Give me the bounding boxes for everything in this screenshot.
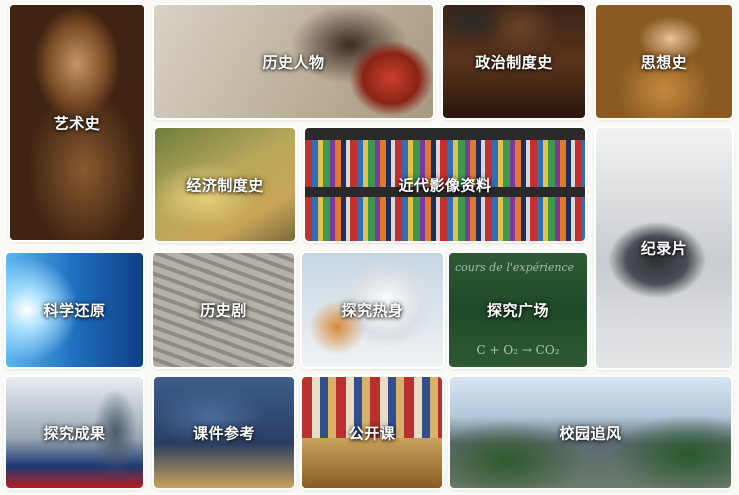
chalkboard-formula: C + O₂ → CO₂ [476,343,560,357]
tile-label: 思想史 [640,53,688,71]
tile-courseware[interactable]: 课件参考 [154,377,294,488]
tile-image [6,377,143,488]
tile-image: cours de l'expérience C + O₂ → CO₂ [449,253,587,367]
tile-label: 课件参考 [192,424,255,442]
tile-image [6,253,143,367]
tile-art-history[interactable]: 艺术史 [10,5,144,240]
tile-label: 公开课 [348,424,396,442]
tile-open-class[interactable]: 公开课 [302,377,442,488]
tile-label: 科学还原 [43,301,106,320]
tile-label: 艺术史 [53,114,101,132]
tile-economic-system[interactable]: 经济制度史 [155,128,295,241]
tile-explore-warmup[interactable]: 探究热身 [302,253,443,367]
tile-label: 纪录片 [640,239,688,258]
tile-label: 近代影像资料 [398,176,492,194]
tile-image [302,377,442,488]
tile-image [443,5,585,118]
tile-explore-square[interactable]: cours de l'expérience C + O₂ → CO₂ 探究广场 [449,253,587,367]
tile-political-system[interactable]: 政治制度史 [443,5,585,118]
tile-image [302,253,443,367]
tile-image [154,5,433,118]
chalkboard-heading: cours de l'expérience [455,261,575,274]
tile-documentary[interactable]: 纪录片 [596,128,732,368]
tile-thought-history[interactable]: 思想史 [596,5,732,118]
tile-explore-results[interactable]: 探究成果 [6,377,143,488]
tile-image [450,377,731,488]
tile-label: 经济制度史 [186,176,264,194]
tile-image [155,128,295,241]
tile-label: 探究热身 [341,301,404,320]
tile-science-restore[interactable]: 科学还原 [6,253,143,367]
tile-label: 政治制度史 [475,53,553,71]
tile-label: 探究广场 [486,301,549,320]
tile-image [596,5,732,118]
tile-modern-media[interactable]: 近代影像资料 [305,128,585,241]
tile-image [154,377,294,488]
tile-image [305,128,585,241]
tile-label: 历史剧 [200,301,247,320]
tile-image [596,128,732,368]
tile-image [10,5,144,240]
tile-label: 探究成果 [43,424,106,442]
tile-history-drama[interactable]: 历史剧 [153,253,294,367]
tile-history-figures[interactable]: 历史人物 [154,5,433,118]
tile-label: 校园追风 [559,424,622,442]
tile-label: 历史人物 [262,53,325,71]
tile-image [153,253,294,367]
tile-campus[interactable]: 校园追风 [450,377,731,488]
